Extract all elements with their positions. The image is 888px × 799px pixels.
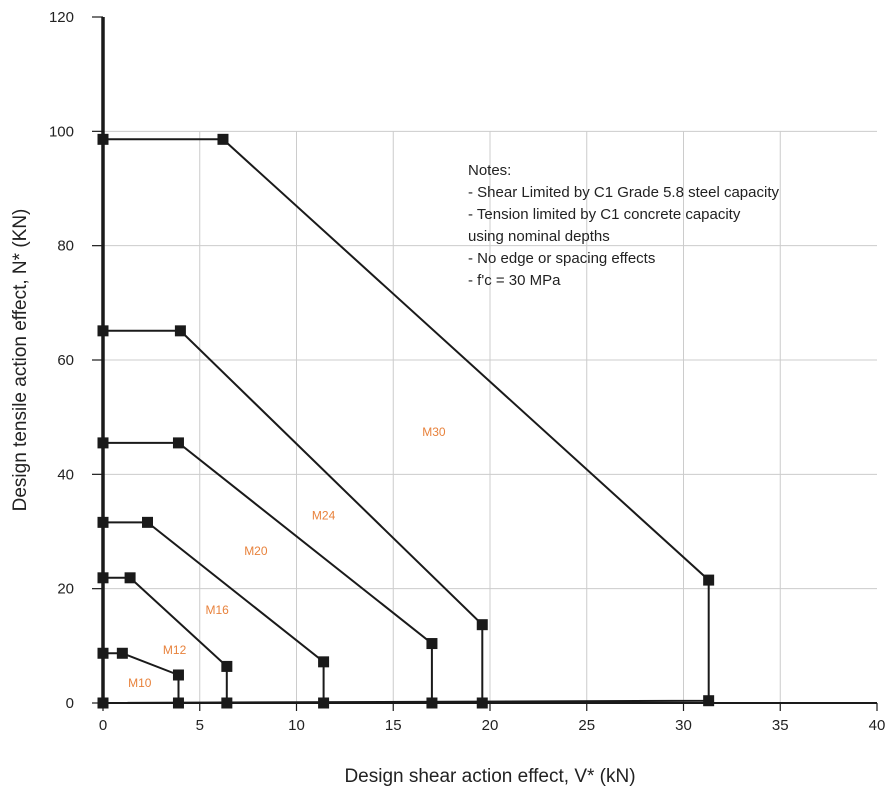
data-point-m20 — [426, 697, 438, 709]
data-point-m10 — [97, 647, 109, 659]
x-tick-label: 25 — [578, 717, 595, 734]
data-point-m30 — [97, 697, 109, 709]
data-point-m24 — [476, 697, 488, 709]
x-tick-label: 35 — [772, 717, 789, 734]
series-label-m16: M16 — [205, 603, 229, 617]
data-markers — [97, 133, 715, 709]
series-label-m24: M24 — [312, 508, 336, 522]
data-point-m16 — [142, 516, 154, 528]
data-point-m12 — [124, 572, 136, 584]
notes-box: Notes: - Shear Limited by C1 Grade 5.8 st… — [468, 162, 779, 289]
series-line-m24 — [103, 329, 484, 704]
x-tick-label: 30 — [675, 717, 692, 734]
axes: 0 5 10 15 20 25 30 35 40 0 20 40 60 80 100 120 — [49, 9, 885, 734]
series-line-m30 — [102, 138, 710, 704]
y-tick-label: 120 — [49, 9, 74, 26]
x-tick-label: 10 — [288, 717, 305, 734]
data-point-m24 — [97, 325, 109, 337]
data-point-m20 — [97, 437, 109, 449]
series-line-m12 — [103, 576, 228, 704]
data-point-m12 — [97, 572, 109, 584]
data-point-m12 — [221, 697, 233, 709]
x-tick-label: 40 — [869, 717, 886, 734]
data-point-m30 — [703, 695, 715, 707]
y-tick-label: 40 — [57, 466, 74, 483]
data-point-m16 — [318, 656, 330, 668]
y-tick-label: 20 — [57, 581, 74, 598]
note-line: using nominal depths — [468, 228, 610, 245]
data-point-m12 — [221, 660, 233, 672]
data-point-m24 — [174, 325, 186, 337]
data-point-m16 — [97, 516, 109, 528]
x-tick-label: 20 — [482, 717, 499, 734]
x-axis-title: Design shear action effect, V* (kN) — [344, 766, 635, 787]
data-point-m30 — [217, 133, 229, 145]
data-point-m10 — [116, 647, 128, 659]
series-label-m10: M10 — [128, 676, 152, 690]
series-label-m30: M30 — [422, 425, 446, 439]
series-labels: M10 M12 M16 M20 M24 M30 — [128, 425, 446, 690]
note-line: - No edge or spacing effects — [468, 250, 655, 267]
x-tick-label: 15 — [385, 717, 402, 734]
data-point-m16 — [318, 697, 330, 709]
data-point-m24 — [476, 619, 488, 631]
note-line: - Shear Limited by C1 Grade 5.8 steel ca… — [468, 184, 779, 201]
data-point-m10 — [172, 697, 184, 709]
y-tick-label: 80 — [57, 238, 74, 255]
data-point-m10 — [172, 669, 184, 681]
data-point-m30 — [97, 133, 109, 145]
y-tick-label: 0 — [66, 695, 74, 712]
series-label-m12: M12 — [163, 643, 187, 657]
data-point-m20 — [426, 638, 438, 650]
note-line: - f'c = 30 MPa — [468, 272, 561, 289]
note-line: - Tension limited by C1 concrete capacit… — [468, 206, 741, 223]
x-tick-label: 5 — [196, 717, 204, 734]
grid-lines — [103, 130, 877, 703]
series-label-m20: M20 — [244, 544, 268, 558]
data-point-m20 — [172, 437, 184, 449]
y-tick-label: 60 — [57, 352, 74, 369]
note-line: Notes: — [468, 162, 511, 179]
y-axis-title: Design tensile action effect, N* (KN) — [10, 209, 31, 512]
data-point-m30 — [703, 574, 715, 586]
series-lines — [102, 138, 710, 704]
y-tick-label: 100 — [49, 123, 74, 140]
x-tick-label: 0 — [99, 717, 107, 734]
